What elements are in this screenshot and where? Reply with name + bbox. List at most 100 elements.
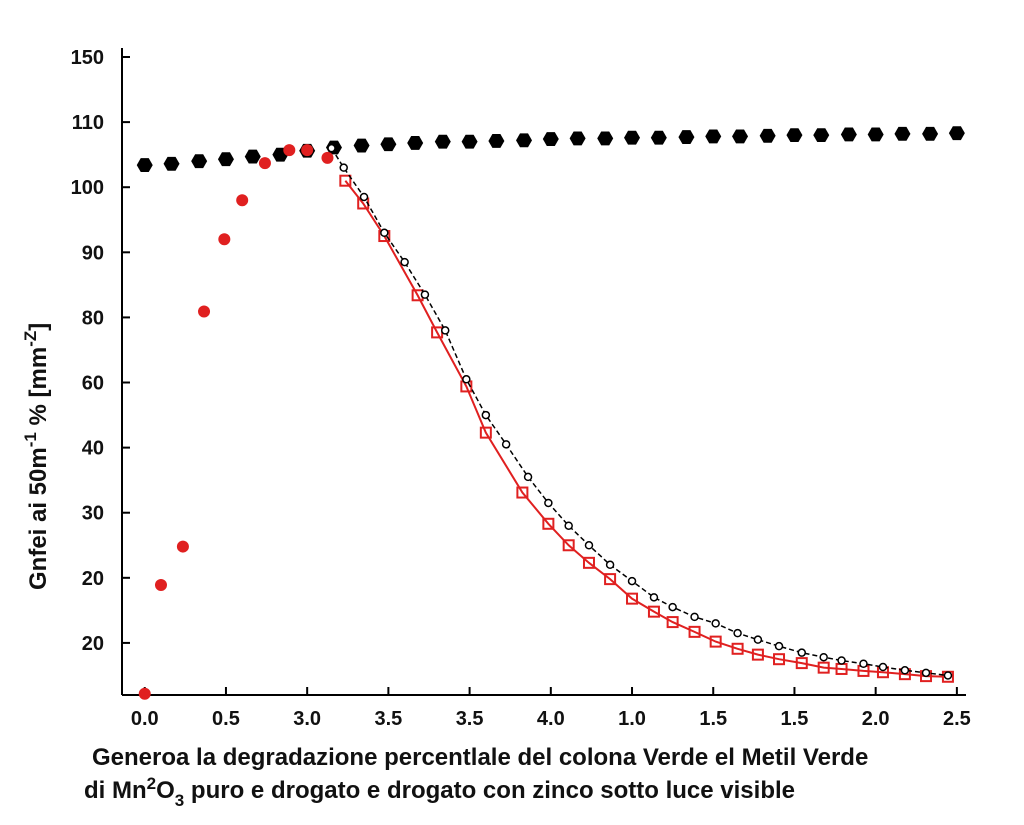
point (516, 133, 533, 148)
point (943, 671, 953, 680)
point (584, 541, 594, 550)
point (327, 143, 336, 153)
x-tick-label: 2.0 (862, 708, 890, 730)
point (900, 666, 910, 675)
point (840, 127, 857, 142)
point (733, 628, 742, 638)
point (604, 573, 617, 586)
point (709, 635, 722, 648)
point (163, 156, 180, 171)
point (797, 648, 807, 657)
point (678, 130, 695, 145)
point (339, 163, 348, 172)
x-tick-label: 1.5 (699, 708, 727, 730)
point (380, 228, 389, 238)
point (837, 656, 846, 665)
point (353, 138, 370, 153)
y-tick-label: 30 (82, 503, 104, 525)
y-tick-label: 80 (82, 307, 104, 329)
point (922, 126, 939, 141)
point (516, 486, 529, 499)
point (236, 194, 249, 207)
point (488, 134, 505, 148)
point (138, 687, 151, 700)
y-tick-label: 40 (82, 438, 104, 460)
point (462, 375, 471, 384)
point (626, 592, 639, 605)
x-label-part: puro e drogato e drogato con zinco sotto… (184, 777, 795, 804)
point (434, 134, 451, 149)
y-label: Gnfei ai 50m-1 % [mm-Z] (21, 323, 52, 590)
point (301, 144, 314, 157)
point (732, 129, 749, 144)
point (400, 257, 409, 267)
x-label-part: di Mn (84, 777, 147, 804)
point (136, 158, 153, 173)
point (759, 128, 776, 143)
y-label-part: Gnfei ai 50m (25, 447, 52, 590)
point (878, 662, 888, 672)
x-label-part: 2 (147, 774, 156, 793)
point (649, 593, 659, 602)
point (666, 616, 679, 629)
point (711, 619, 720, 628)
x-label-part: O (156, 777, 175, 804)
point (690, 612, 699, 622)
point (605, 560, 615, 570)
point (176, 540, 189, 553)
point (597, 131, 614, 146)
point (774, 641, 784, 651)
point (523, 472, 533, 482)
point (198, 305, 211, 318)
point (380, 137, 397, 152)
point (647, 605, 660, 618)
point (440, 326, 450, 335)
y-tick-label: 150 (71, 47, 104, 69)
point (582, 556, 595, 569)
y-tick-label: 60 (82, 373, 104, 395)
point (688, 625, 701, 638)
point (894, 126, 911, 141)
y-label-part: ] (25, 323, 52, 331)
x-label-part: 3 (175, 791, 184, 810)
point (461, 134, 478, 149)
point (359, 192, 369, 202)
x-tick-label: 4.0 (537, 708, 565, 730)
point (867, 127, 884, 142)
point (627, 576, 637, 586)
series-line (344, 180, 948, 678)
point (321, 151, 334, 164)
point (795, 657, 808, 670)
point (650, 130, 667, 145)
point (420, 290, 430, 299)
y-tick-label: 110 (72, 112, 104, 134)
y-tick-label: 100 (71, 177, 104, 199)
point (562, 539, 575, 552)
x-tick-label: 2.5 (943, 708, 971, 730)
point (731, 642, 744, 655)
point (921, 668, 931, 678)
point (817, 661, 830, 674)
point (339, 174, 352, 187)
point (481, 410, 491, 420)
x-label-line1: Generoa la degradazione percentlale del … (92, 744, 868, 771)
point (407, 136, 424, 150)
point (773, 653, 786, 666)
point (753, 635, 763, 644)
point (258, 157, 271, 170)
y-label-part: -Z (21, 331, 40, 347)
x-tick-label: 0.5 (212, 708, 240, 730)
point (564, 521, 573, 530)
point (283, 144, 296, 157)
point (569, 131, 586, 146)
series-line (330, 147, 949, 677)
x-tick-label: 1.0 (618, 708, 646, 730)
point (786, 128, 803, 143)
point (624, 130, 641, 145)
point (217, 152, 234, 167)
x-tick-label: 3.5 (374, 708, 402, 730)
point (218, 233, 231, 246)
point (501, 440, 511, 449)
